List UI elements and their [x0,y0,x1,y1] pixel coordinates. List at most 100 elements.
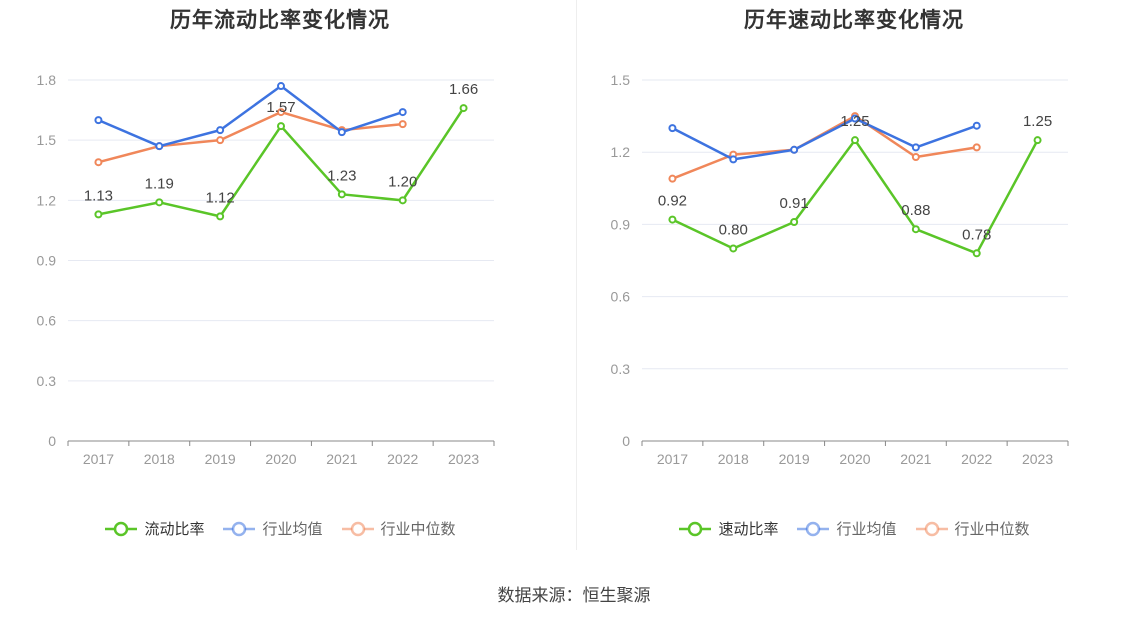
x-tick-label: 2023 [448,451,479,467]
legend-item[interactable]: 行业中位数 [341,518,456,539]
legend-marker-icon [105,521,138,536]
data-point[interactable] [277,82,285,91]
data-point[interactable] [972,121,981,130]
data-point[interactable] [155,198,164,207]
legend-label: 行业均值 [836,521,897,538]
data-point[interactable] [277,108,285,117]
y-tick-label: 0.3 [37,373,57,389]
series-line [671,117,978,161]
data-label: 1.19 [145,175,174,192]
data-point[interactable] [911,143,920,152]
quick-ratio-panel: 历年速动比率变化情况 0 0.3 0.6 0.9 1.2 1.5 2017 2018 2019 2… [574,0,1148,560]
legend-marker-icon [679,521,712,536]
data-label: 1.13 [84,187,113,204]
data-point[interactable] [94,116,103,125]
current-ratio-chart: 0 0.3 0.6 0.9 1.2 1.5 1.8 2017 2018 2019 2020 2021 2… [37,72,495,467]
legend-marker-icon [341,521,374,536]
legend-item[interactable]: 行业均值 [796,518,897,539]
legend-label: 行业中位数 [954,521,1030,538]
x-tick-label: 2022 [961,451,992,467]
data-point[interactable] [398,120,407,129]
x-tick-label: 2018 [144,451,175,467]
data-point[interactable] [851,136,859,145]
x-tick-label: 2022 [387,451,418,467]
data-label: 0.78 [962,226,991,243]
data-point[interactable] [94,158,103,167]
series-line [98,110,403,164]
chart-title: 历年速动比率变化情况 [744,9,964,32]
y-tick-label: 0 [48,433,56,449]
legend-marker-icon [797,521,830,536]
data-label: 0.80 [719,221,748,238]
data-point[interactable] [668,174,677,183]
data-point[interactable] [277,122,285,131]
data-point[interactable] [729,244,738,253]
data-point[interactable] [972,249,981,258]
legend-item[interactable]: 行业中位数 [915,518,1030,539]
current-ratio-panel: 历年流动比率变化情况 0 0.3 0.6 0.9 1.2 1.5 1.8 2017 2018 20… [0,0,574,560]
y-tick-label: 1.2 [37,192,57,208]
x-tick-label: 2017 [657,451,688,467]
data-point[interactable] [216,212,225,221]
data-label: 1.25 [1023,113,1052,130]
y-tick-label: 0.6 [611,289,631,305]
x-tick-label: 2021 [326,451,357,467]
data-label: 0.92 [658,193,687,210]
y-tick-label: 1.5 [37,132,57,148]
chart-title: 历年流动比率变化情况 [170,9,390,32]
series-line [97,84,404,148]
data-label: 1.25 [840,113,869,130]
data-point[interactable] [911,225,920,234]
data-point[interactable] [972,143,981,152]
data-point[interactable] [398,196,407,205]
y-tick-label: 0.9 [37,253,57,269]
y-tick-label: 1.8 [37,72,57,88]
data-point[interactable] [459,104,468,113]
x-tick-label: 2019 [779,451,810,467]
data-point[interactable] [1033,136,1042,145]
legend: 流动比率 行业均值 行业中位数 [0,518,560,539]
data-label: 1.57 [266,99,295,116]
data-point[interactable] [398,108,407,117]
legend-item[interactable]: 行业均值 [222,518,323,539]
data-point[interactable] [216,136,225,145]
data-point[interactable] [216,126,225,135]
data-point[interactable] [668,215,677,224]
y-tick-label: 1.2 [611,144,631,160]
data-point[interactable] [155,142,164,151]
data-label: 0.91 [780,195,809,212]
data-label: 1.23 [327,167,356,184]
legend-marker-icon [915,521,948,536]
data-point[interactable] [790,145,799,154]
legend-marker-icon [223,521,256,536]
data-point[interactable] [337,190,346,199]
data-point[interactable] [790,217,799,226]
x-tick-label: 2023 [1022,451,1053,467]
legend: 速动比率 行业均值 行业中位数 [574,518,1134,539]
data-label: 0.88 [901,202,930,219]
data-point[interactable] [729,155,738,164]
legend-item[interactable]: 速动比率 [678,518,778,539]
data-point[interactable] [911,153,920,162]
x-tick-label: 2021 [900,451,931,467]
data-point[interactable] [337,128,346,137]
y-tick-label: 0.3 [611,361,631,377]
x-tick-label: 2020 [839,451,870,467]
y-tick-label: 0.6 [37,313,57,329]
series-line [671,114,977,180]
x-tick-label: 2017 [83,451,114,467]
quick-ratio-chart: 0 0.3 0.6 0.9 1.2 1.5 2017 2018 2019 2020 2021 2022… [611,72,1069,467]
data-label: 1.20 [388,173,417,190]
y-tick-label: 0 [622,433,630,449]
data-point[interactable] [668,124,677,133]
x-tick-label: 2018 [718,451,749,467]
data-label: 1.66 [449,81,478,98]
data-point[interactable] [94,210,103,219]
legend-label: 行业均值 [262,521,323,538]
legend-item[interactable]: 流动比率 [104,518,204,539]
y-tick-label: 1.5 [611,72,631,88]
x-tick-label: 2019 [205,451,236,467]
legend-label: 速动比率 [718,521,779,538]
data-point[interactable] [851,114,859,123]
legend-label: 行业中位数 [380,521,456,538]
